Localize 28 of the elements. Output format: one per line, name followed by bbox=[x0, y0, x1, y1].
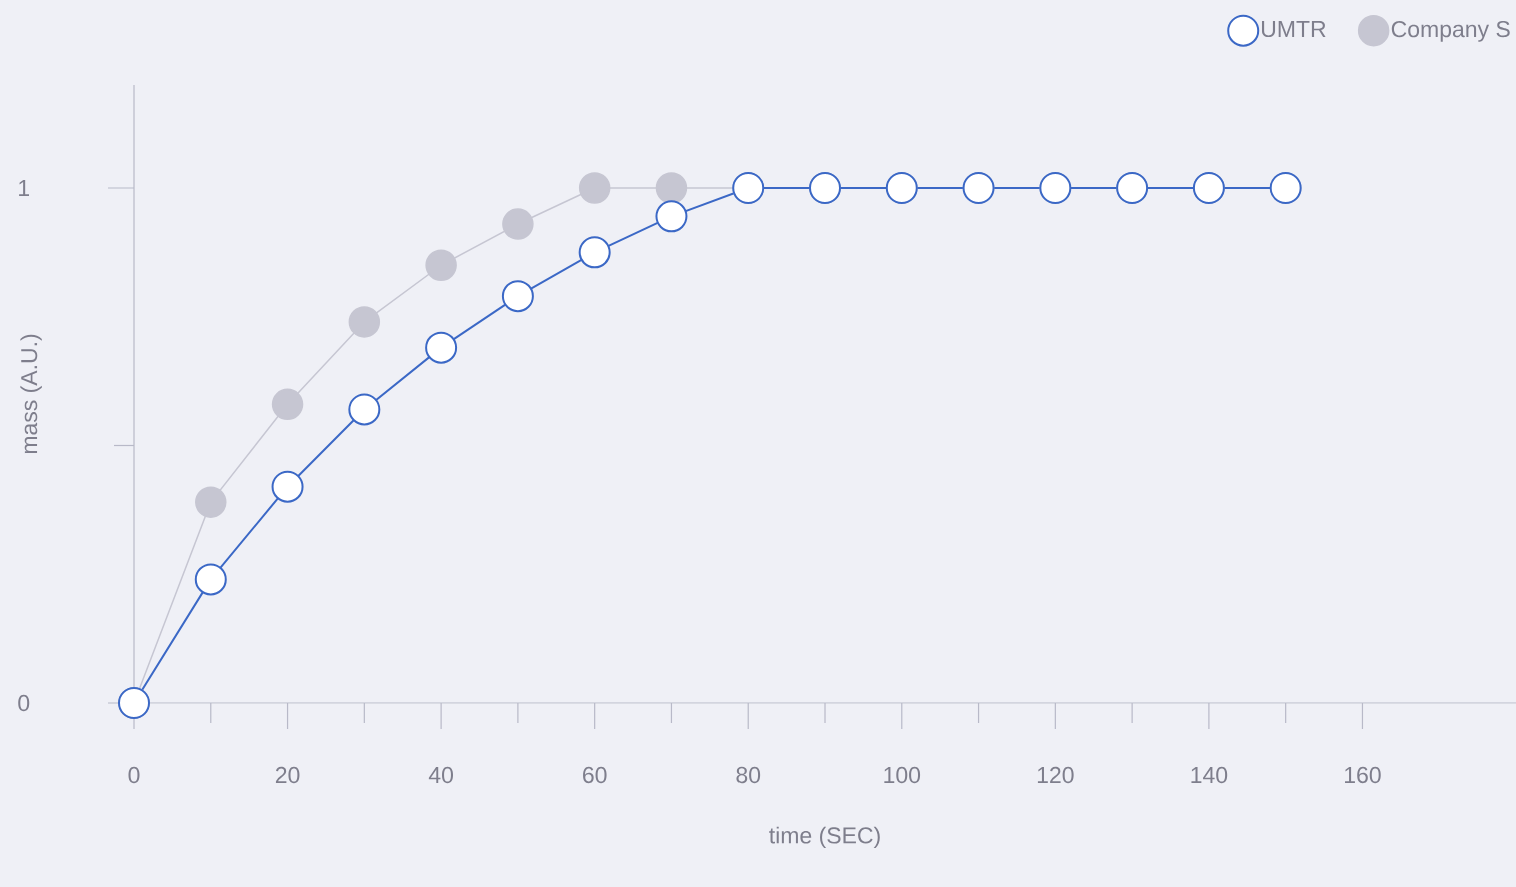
y-axis-title: mass (A.U.) bbox=[20, 334, 42, 454]
legend-label: UMTR bbox=[1261, 21, 1326, 38]
x-tick-label: 160 bbox=[1345, 766, 1381, 784]
x-tick-label: 40 bbox=[428, 766, 454, 784]
x-tick-label: 100 bbox=[884, 766, 921, 784]
point bbox=[425, 249, 457, 281]
point bbox=[348, 306, 381, 338]
x-tick-label: 20 bbox=[275, 766, 300, 784]
point bbox=[195, 486, 227, 518]
point bbox=[501, 280, 534, 313]
x-tick-label: 120 bbox=[1037, 766, 1074, 784]
point bbox=[578, 172, 611, 204]
x-axis-title: time (SEC) bbox=[769, 826, 880, 849]
point bbox=[655, 172, 688, 204]
x-tick-label: 60 bbox=[583, 766, 607, 784]
y-tick-label: 1 bbox=[19, 180, 30, 196]
x-tick-label: 0 bbox=[128, 766, 140, 784]
legend-label: Company S bbox=[1391, 20, 1510, 42]
x-tick-label: 140 bbox=[1191, 766, 1228, 784]
point bbox=[348, 393, 381, 426]
point bbox=[655, 200, 688, 233]
point bbox=[194, 563, 227, 596]
point bbox=[271, 470, 304, 503]
point bbox=[425, 331, 458, 364]
x-tick-label: 80 bbox=[736, 766, 761, 784]
point bbox=[502, 208, 534, 240]
point bbox=[271, 388, 304, 421]
point bbox=[578, 236, 611, 269]
